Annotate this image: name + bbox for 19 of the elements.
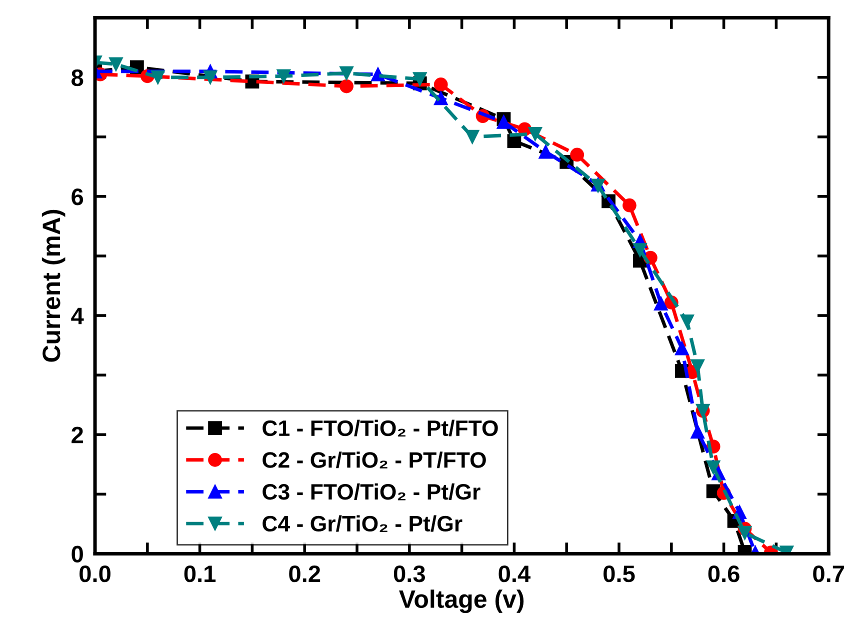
x-axis-title: Voltage (v) xyxy=(399,590,524,614)
legend-label: C1 - FTO/TiO₂ - Pt/FTO xyxy=(262,420,498,437)
y-axis-title: Current (mA) xyxy=(42,210,66,362)
x-tick-label: 0.3 xyxy=(394,565,425,582)
x-tick-label: 0.1 xyxy=(184,565,216,582)
y-tick-label: 2 xyxy=(72,426,83,444)
x-tick-label: 0.0 xyxy=(80,565,110,582)
x-tick-label: 0.7 xyxy=(813,565,844,582)
legend-label: C3 - FTO/TiO₂ - Pt/Gr xyxy=(262,483,480,500)
x-tick-label: 0.4 xyxy=(498,565,530,582)
y-tick-label: 4 xyxy=(71,308,84,324)
x-tick-label: 0.2 xyxy=(289,565,320,582)
legend-label: C4 - Gr/TiO₂ - Pt/Gr xyxy=(262,515,462,532)
y-tick-label: 0 xyxy=(72,546,83,563)
x-tick-label: 0.5 xyxy=(604,565,635,582)
y-tick-label: 8 xyxy=(72,69,84,86)
y-tick-label: 6 xyxy=(72,188,84,206)
x-tick-label: 0.6 xyxy=(708,565,740,582)
legend-label: C2 - Gr/TiO₂ - PT/FTO xyxy=(262,452,486,468)
